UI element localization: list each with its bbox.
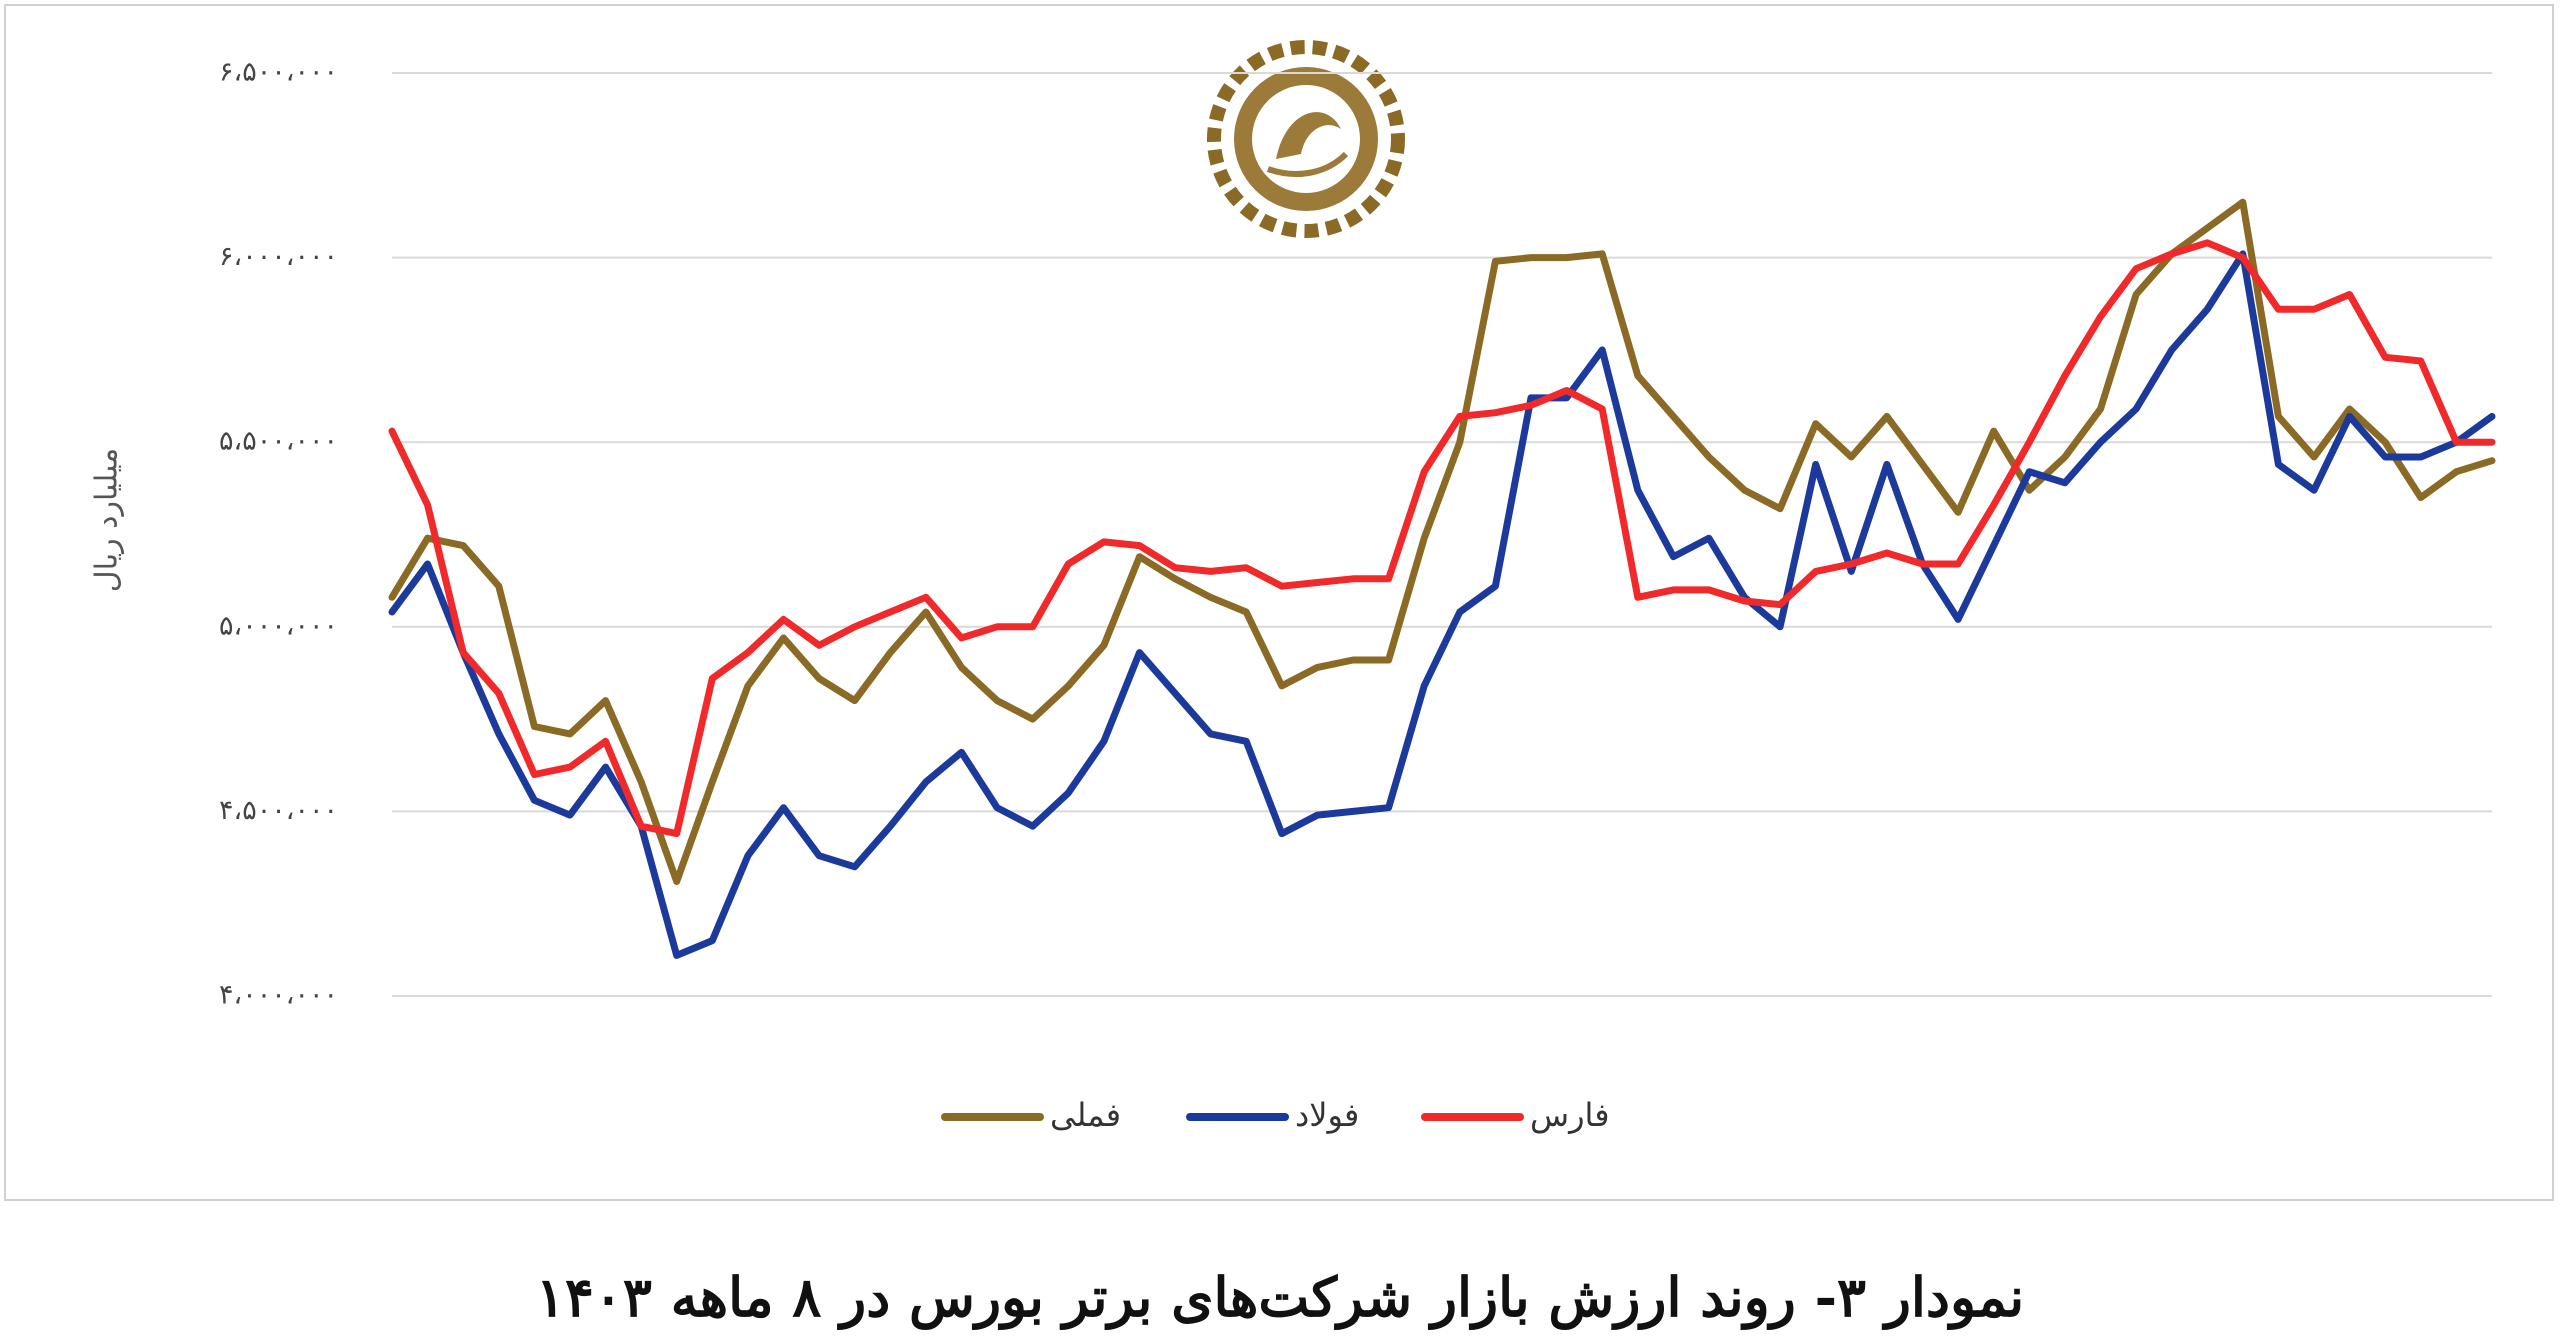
y-axis-label: میلیارد ریال [90,448,125,592]
y-tick-label: ۶،۵۰۰،۰۰۰ [219,57,338,88]
y-tick-label: ۴،۰۰۰،۰۰۰ [219,980,338,1011]
legend-label: فملی [1050,1096,1121,1134]
series-line [388,198,2496,885]
y-tick-label: ۴،۵۰۰،۰۰۰ [219,795,338,826]
chart-title: نمودار ۳- روند ارزش بازار شرکت‌های برتر … [536,1265,2024,1331]
y-tick-label: ۵،۰۰۰،۰۰۰ [219,610,338,641]
legend-label: فولاد [1295,1096,1359,1134]
legend-label: فارس [1530,1096,1610,1134]
series-line [388,239,2496,838]
y-tick-label: ۵،۵۰۰،۰۰۰ [219,426,338,457]
series-line [388,250,2496,959]
logo [1207,40,1405,238]
y-tick-label: ۶،۰۰۰،۰۰۰ [219,241,338,272]
